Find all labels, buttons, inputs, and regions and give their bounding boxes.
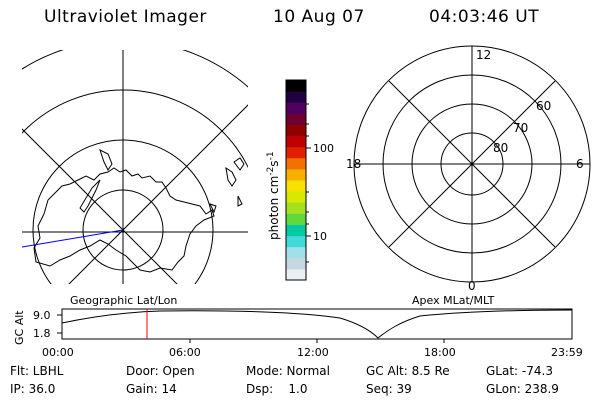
color-bar-segment — [286, 180, 306, 192]
subsolar-meridian — [22, 229, 124, 248]
mlat-label-80: 80 — [493, 141, 508, 155]
coastline-south-america — [99, 149, 113, 171]
filter-info: Flt: LBHL — [10, 364, 64, 378]
x-tick-label: 23:59 — [551, 346, 583, 359]
mode-info: Mode: Normal — [246, 364, 330, 378]
color-bar-segment — [286, 113, 306, 125]
mlt-label-0: 0 — [468, 279, 476, 293]
color-bar-segment — [286, 124, 306, 137]
color-bar-segment — [286, 102, 306, 114]
altitude-ylabel: GC Alt — [13, 310, 26, 345]
mlt-label-6: 6 — [576, 157, 584, 171]
right-dial-caption: Apex MLat/MLT — [412, 294, 495, 307]
color-bar-segment — [286, 235, 306, 248]
app-title: Ultraviolet Imager — [44, 7, 207, 27]
x-tick-label: 06:00 — [169, 346, 201, 359]
color-bar-segment — [286, 146, 306, 159]
dial-spoke — [388, 80, 556, 248]
coastline-islands-2 — [209, 195, 243, 214]
color-bar-segment — [286, 80, 306, 92]
y-tick-9: 9.0 — [33, 309, 51, 322]
colorbar-unit-label: photon cm-2s-1 — [266, 151, 281, 240]
color-bar-segment — [286, 202, 306, 214]
color-bar — [286, 80, 306, 281]
mlt-label-18: 18 — [346, 157, 361, 171]
altitude-curve — [61, 309, 573, 339]
ip-info: IP: 36.0 — [10, 382, 56, 396]
date-label: 10 Aug 07 — [273, 7, 365, 27]
gc-alt-info: GC Alt: 8.5 Re — [366, 364, 450, 378]
color-bar-segment — [286, 168, 306, 181]
color-bar-segment — [286, 246, 306, 259]
time-label: 04:03:46 UT — [429, 7, 540, 27]
x-tick-label: 18:00 — [424, 346, 456, 359]
mlat-label-70: 70 — [513, 121, 528, 135]
color-bar-segment — [286, 191, 306, 203]
colorbar-tick-100: 100 — [313, 142, 334, 155]
geographic-map — [22, 50, 248, 284]
gain-info: Gain: 14 — [126, 382, 177, 396]
altitude-plot-frame — [61, 308, 573, 340]
altitude-plot — [57, 308, 573, 343]
glat-info: GLat: -74.3 — [486, 364, 553, 378]
x-tick-label: 12:00 — [297, 346, 329, 359]
mlt-dial — [353, 45, 591, 283]
color-bar-segment — [286, 157, 306, 170]
color-bar-segment — [286, 135, 306, 148]
coastline-islands — [225, 157, 245, 187]
color-bar-frame — [285, 79, 307, 281]
mlat-label-60: 60 — [536, 99, 551, 113]
coastline-peninsula — [79, 179, 101, 213]
color-bar-segment — [286, 224, 306, 237]
color-bar-segment — [286, 91, 306, 103]
color-bar-segment — [286, 213, 306, 225]
color-bar-segment — [286, 257, 306, 270]
mlt-label-12: 12 — [476, 48, 491, 62]
glon-info: GLon: 238.9 — [486, 382, 559, 396]
coastline-antarctica — [33, 167, 215, 273]
left-map-caption: Geographic Lat/Lon — [70, 294, 177, 307]
y-tick-1-8: 1.8 — [33, 327, 51, 340]
color-bar-segment — [286, 268, 306, 281]
colorbar-tick-10: 10 — [313, 230, 327, 243]
seq-info: Seq: 39 — [366, 382, 412, 396]
door-info: Door: Open — [126, 364, 195, 378]
x-tick-label: 00:00 — [42, 346, 74, 359]
dsp-info: Dsp: 1.0 — [246, 382, 308, 396]
